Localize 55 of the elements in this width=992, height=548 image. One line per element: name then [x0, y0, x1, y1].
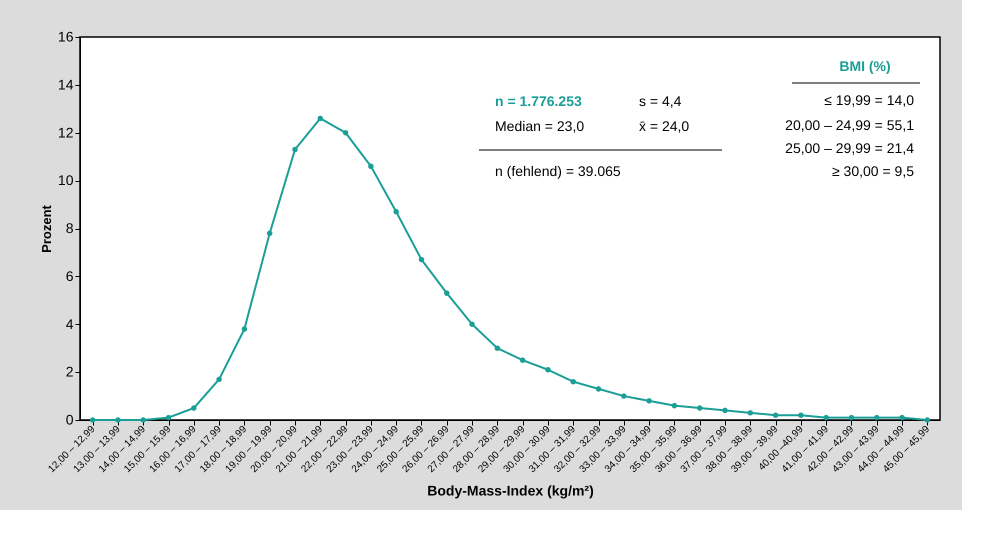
x-axis-title: Body-Mass-Index (kg/m²): [427, 482, 594, 498]
point: [596, 386, 602, 392]
y-tick-label: 16: [58, 28, 74, 44]
point: [469, 322, 475, 327]
annotation: 25,00 – 29,99 = 21,4: [785, 140, 914, 156]
annotation: 20,00 – 24,99 = 55,1: [785, 117, 914, 133]
point: [242, 326, 248, 332]
annotation: ≤ 19,99 = 14,0: [824, 92, 914, 108]
point: [140, 417, 146, 423]
point: [722, 408, 728, 414]
y-tick-label: 2: [66, 364, 74, 380]
annotation: BMI (%): [839, 58, 891, 74]
annotation: n (fehlend) = 39.065: [495, 163, 621, 179]
point: [621, 393, 627, 399]
annotation: ≥ 30,00 = 9,5: [832, 163, 914, 179]
point: [899, 414, 905, 420]
y-tick-label: 0: [66, 412, 74, 428]
point: [418, 256, 424, 262]
point: [318, 116, 324, 122]
point: [848, 414, 854, 420]
point: [494, 345, 500, 351]
point: [545, 367, 551, 372]
point: [520, 357, 526, 363]
point: [672, 402, 678, 408]
point: [292, 146, 298, 152]
point: [444, 290, 450, 296]
point: [166, 414, 172, 420]
point: [798, 412, 804, 418]
y-axis-title: Prozent: [38, 204, 54, 253]
point: [266, 230, 272, 236]
point: [772, 412, 778, 418]
point: [216, 376, 222, 382]
point: [191, 405, 197, 411]
y-tick-label: 8: [66, 220, 74, 236]
y-tick-label: 4: [66, 316, 74, 332]
annotation: x̄ = 24,0: [639, 118, 690, 134]
y-tick-label: 10: [58, 172, 74, 188]
point: [342, 130, 348, 136]
point: [823, 414, 829, 420]
point: [570, 378, 576, 384]
point: [393, 209, 399, 214]
point: [368, 164, 374, 169]
annotation: Median = 23,0: [495, 118, 584, 134]
y-tick-label: 6: [66, 268, 74, 284]
annotation: n = 1.776.253: [495, 93, 582, 109]
annotation: s = 4,4: [639, 93, 682, 109]
point: [115, 417, 121, 423]
point: [924, 417, 930, 423]
point: [646, 398, 652, 404]
point: [748, 410, 754, 416]
point: [696, 405, 702, 411]
y-tick-label: 12: [58, 124, 74, 140]
point: [874, 414, 880, 420]
y-tick-label: 14: [58, 76, 74, 92]
point: [90, 417, 96, 423]
